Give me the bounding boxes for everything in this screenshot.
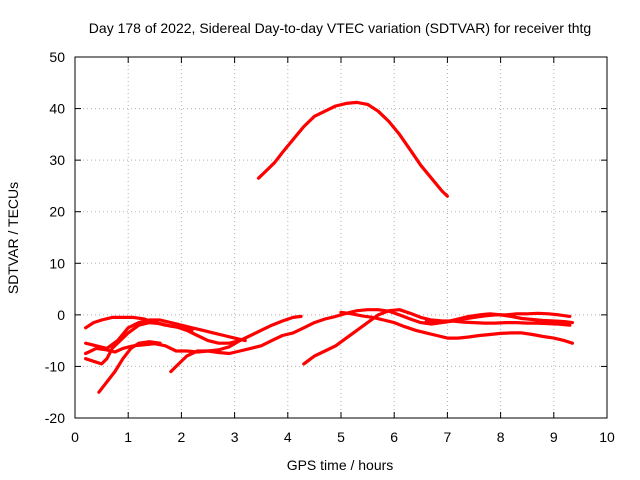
y-tick-label: 10 [49, 255, 65, 271]
x-tick-label: 2 [178, 429, 186, 445]
series-line-arc-1 [256, 100, 449, 198]
y-tick-label: -10 [45, 358, 65, 374]
x-axis-label: GPS time / hours [287, 457, 394, 473]
x-tick-label: 4 [284, 429, 292, 445]
series-line-arc-4 [84, 318, 247, 350]
x-tick-labels: 0 1 2 3 4 5 6 7 8 9 10 [71, 429, 615, 445]
series-line-arc-8 [302, 308, 572, 366]
y-tick-label: -20 [45, 410, 65, 426]
x-tick-label: 3 [231, 429, 239, 445]
grid-lines [75, 57, 607, 418]
series-line-arc-10 [424, 312, 574, 325]
y-tick-label: 40 [49, 101, 65, 117]
y-tick-label: 0 [57, 307, 65, 323]
series-line-arc-9 [339, 310, 574, 345]
x-tick-label: 5 [337, 429, 345, 445]
y-tick-labels: -20 -10 0 10 20 30 40 50 [45, 49, 65, 426]
x-tick-label: 7 [444, 429, 452, 445]
chart-title: Day 178 of 2022, Sidereal Day-to-day VTE… [89, 20, 591, 36]
y-tick-label: 30 [49, 152, 65, 168]
y-axis-label: SDTVAR / TECUs [5, 182, 21, 294]
series-line-arc-6 [84, 321, 194, 366]
series-group [84, 100, 574, 394]
axis-ticks [74, 56, 608, 419]
x-tick-label: 10 [599, 429, 615, 445]
y-tick-label: 50 [49, 49, 65, 65]
x-tick-label: 8 [497, 429, 505, 445]
y-tick-label: 20 [49, 204, 65, 220]
x-tick-label: 6 [390, 429, 398, 445]
x-tick-label: 9 [550, 429, 558, 445]
x-tick-label: 0 [71, 429, 79, 445]
x-tick-label: 1 [124, 429, 132, 445]
series-line-arc-5 [84, 314, 303, 345]
series-line-arc-2 [97, 340, 162, 394]
